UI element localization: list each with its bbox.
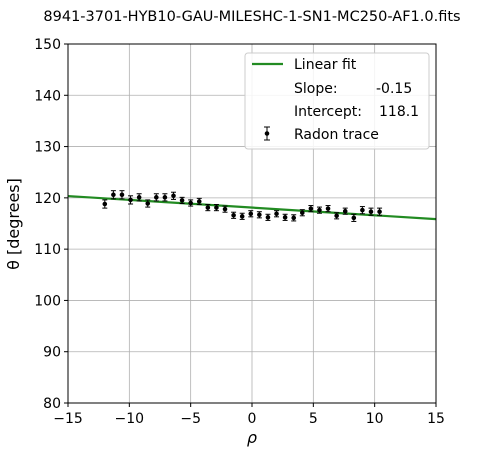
x-tick-label: −5: [180, 411, 201, 427]
legend-trace-label: Radon trace: [294, 127, 379, 143]
legend-slope-value: -0.15: [376, 81, 412, 97]
radon-trace-point: [188, 199, 194, 207]
radon-trace-point: [282, 213, 288, 221]
legend-box: [244, 52, 430, 150]
radon-trace-point: [265, 213, 271, 221]
radon-trace-point: [308, 205, 314, 213]
y-tick-label: 110: [34, 242, 61, 258]
x-tick-label: 0: [248, 411, 257, 427]
radon-trace-point: [213, 204, 219, 212]
x-tick-label: −10: [115, 411, 145, 427]
y-tick-label: 120: [34, 191, 61, 207]
radon-trace-point: [128, 195, 134, 205]
radon-trace-point: [316, 206, 322, 214]
y-tick-label: 150: [34, 37, 61, 53]
legend-slope-label: Slope:: [294, 81, 338, 97]
radon-trace-point: [359, 206, 365, 215]
radon-trace-point: [351, 213, 357, 222]
radon-trace-point: [368, 207, 374, 216]
radon-trace-point: [291, 214, 297, 222]
radon-trace-point: [205, 204, 211, 212]
x-tick-label: −15: [53, 411, 83, 427]
radon-trace-point: [145, 199, 151, 208]
radon-trace-point: [377, 207, 383, 216]
radon-trace-point: [222, 205, 228, 213]
legend-intercept-label: Intercept:: [294, 104, 362, 120]
y-tick-label: 130: [34, 140, 61, 156]
x-tick-label: 15: [427, 411, 445, 427]
radon-trace-point: [342, 207, 348, 215]
legend-intercept-value: 118.1: [379, 104, 419, 120]
radon-trace-point: [256, 211, 262, 219]
y-tick-label: 140: [34, 88, 61, 104]
radon-trace-points: [102, 190, 383, 222]
radon-trace-point: [239, 212, 245, 220]
y-ticks: 80 90 100 110 120 130 140 150: [34, 37, 68, 412]
radon-trace-point: [274, 210, 280, 218]
x-tick-label: 5: [309, 411, 318, 427]
radon-trace-point: [102, 199, 108, 209]
y-tick-label: 90: [43, 345, 61, 361]
y-axis-label: θ [degrees]: [4, 178, 23, 270]
radon-trace-point: [119, 190, 125, 200]
radon-trace-point: [325, 205, 331, 213]
radon-trace-point: [179, 196, 185, 204]
x-axis-label: ρ: [247, 428, 257, 447]
radon-trace-point: [196, 197, 202, 206]
y-tick-label: 100: [34, 293, 61, 309]
radon-trace-point: [334, 212, 340, 220]
legend: Linear fit Slope: -0.15 Intercept: 118.1…: [244, 52, 430, 150]
radon-trace-point: [299, 209, 305, 217]
legend-trace-swatch: [264, 126, 270, 141]
radon-trace-point: [162, 193, 168, 202]
y-tick-label: 80: [43, 396, 61, 412]
chart-title: 8941-3701-HYB10-GAU-MILESHC-1-SN1-MC250-…: [43, 9, 460, 25]
legend-fit-label: Linear fit: [294, 57, 357, 73]
radon-trace-point: [248, 210, 254, 218]
radon-trace-point: [110, 190, 116, 200]
x-tick-label: 10: [366, 411, 384, 427]
radon-trace-point: [136, 193, 142, 202]
radon-trace-point: [231, 211, 237, 219]
radon-trace-point: [153, 193, 159, 202]
x-ticks: −15 −10 −5 0 5 10 15: [53, 403, 445, 427]
radon-trace-point: [170, 191, 176, 200]
